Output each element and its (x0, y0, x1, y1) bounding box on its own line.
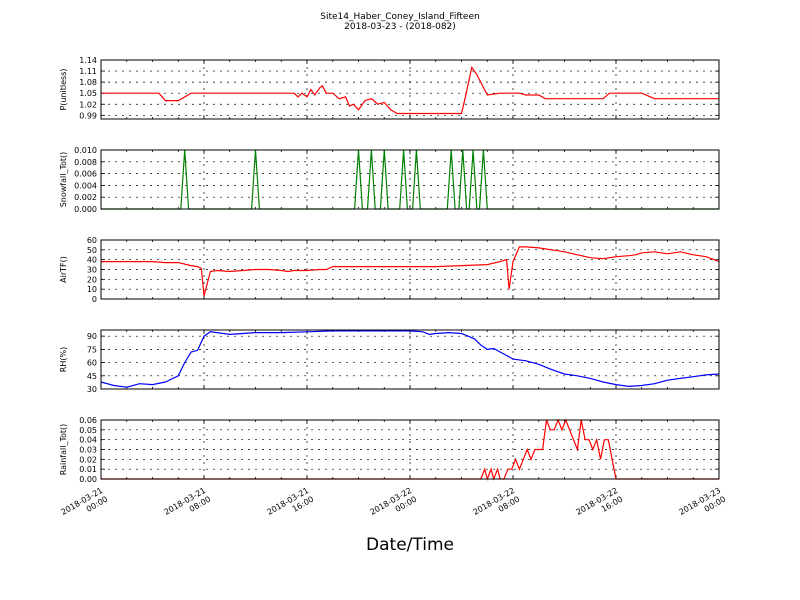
y-tick-label: 10 (87, 285, 97, 294)
y-axis-label: P(unitless) (59, 68, 68, 110)
series-line-2 (101, 246, 720, 297)
y-tick-label: 0 (92, 295, 97, 304)
y-tick-label: 0.000 (74, 205, 97, 214)
series-line-0 (101, 65, 719, 115)
y-tick-label: 0.02 (79, 455, 97, 464)
y-tick-label: 1.08 (79, 78, 97, 87)
y-tick-label: 60 (87, 359, 97, 368)
chart-subtitle: 2018-03-23 - (2018-082) (344, 22, 456, 32)
y-tick-label: 0.002 (74, 193, 97, 202)
y-tick-label: 90 (87, 332, 97, 341)
y-tick-label: 50 (87, 246, 97, 255)
plot-frame (100, 239, 720, 300)
y-tick-label: 1.11 (79, 67, 97, 76)
plot-frame (100, 59, 720, 120)
y-axis-label: Snowfall_Tot() (59, 152, 68, 208)
y-axis-label: Rainfall_Tot() (59, 424, 68, 476)
y-tick-label: 20 (87, 275, 97, 284)
panels: 1.141.111.081.051.020.99P(unitless)0.010… (59, 56, 720, 484)
y-tick-label: 0.004 (74, 181, 97, 190)
y-axis-label: RH(%) (59, 347, 68, 372)
y-tick-label: 0.008 (74, 158, 97, 167)
y-tick-label: 60 (87, 236, 97, 245)
y-tick-label: 1.14 (79, 56, 97, 65)
y-tick-label: 0.010 (74, 146, 97, 155)
y-tick-label: 0.05 (79, 426, 97, 435)
panel-0: 1.14 1.11 1.08 1.05 1.02 0.99 P(unitless) (59, 56, 720, 120)
plot-frame (100, 149, 720, 210)
x-axis-label: Date/Time (366, 535, 454, 555)
y-tick-label: 0.06 (79, 416, 97, 425)
plot-frame (100, 419, 720, 480)
y-tick-label: 30 (87, 385, 97, 394)
y-axis-label: AirTF() (59, 256, 68, 283)
panel-3: 90 75 60 45 30 RH(%) (59, 329, 720, 394)
panel-4: 0.060.050.040.030.020.010.00 Rainfall_Tot… (59, 416, 720, 484)
y-tick-label: 0.04 (79, 436, 97, 445)
y-tick-label: 0.00 (79, 475, 97, 484)
series-line-3 (100, 330, 720, 388)
chart-title: Site14_Haber_Coney_Island_Fifteen (320, 12, 479, 22)
panel-1: 0.010 0.008 0.006 0.004 0.002 0.000 Snowfall_T… (59, 146, 720, 214)
y-tick-label: 75 (87, 345, 97, 354)
y-tick-label: 30 (87, 266, 97, 275)
y-tick-label: 0.01 (79, 465, 97, 474)
y-tick-label: 45 (87, 372, 97, 381)
y-tick-label: 0.006 (74, 170, 97, 179)
y-tick-label: 40 (87, 256, 97, 265)
y-tick-label: 1.05 (79, 89, 97, 98)
plot-frame (100, 329, 720, 390)
y-tick-label: 1.02 (79, 100, 97, 109)
y-tick-label: 0.03 (79, 446, 97, 455)
y-tick-label: 0.99 (79, 111, 97, 120)
